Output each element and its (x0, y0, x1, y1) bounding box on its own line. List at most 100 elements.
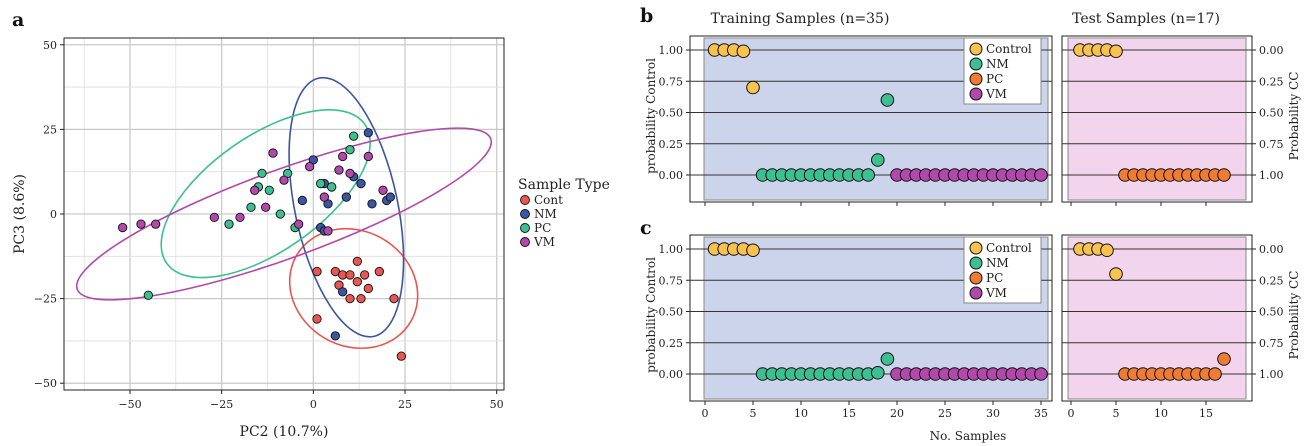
y-tick-label-left: 0.25 (659, 337, 684, 350)
point-vm (323, 226, 333, 236)
legend-swatch-vm (520, 237, 530, 247)
panel-c-xlabel: No. Samples (930, 429, 1007, 443)
x-tick-label: 25 (398, 398, 412, 411)
legend-swatch-pc (969, 72, 983, 86)
point-vm (118, 222, 128, 233)
panel-a-ticks: −50 −25 0 25 50 −50 −25 0 25 50 (34, 39, 504, 411)
legend-label-vm: VM (985, 87, 1007, 101)
point-cont (345, 293, 355, 304)
y-tick-label: −50 (34, 377, 57, 390)
point-nm (363, 128, 373, 138)
point-vm (338, 151, 348, 162)
test-point-pc (1217, 352, 1231, 366)
test-point-control (1100, 243, 1114, 258)
x-tick-label-test: 10 (1154, 407, 1168, 420)
point-pc (316, 178, 326, 189)
panel-a-xlabel: PC2 (10.7%) (240, 424, 329, 440)
point-pc (264, 185, 274, 195)
y-tick-label-left: 0.50 (659, 306, 684, 319)
point-pc (246, 202, 256, 212)
legend-swatch-nm (520, 209, 530, 219)
panel-c-ylabel-right: Probability CC (1287, 271, 1301, 360)
panel-a-grid (64, 38, 504, 390)
ellipse-nm (288, 76, 405, 338)
training-samples-title: Training Samples (n=35) (711, 11, 890, 27)
ellipse-pc (160, 108, 371, 279)
train-point-nm (880, 352, 895, 366)
x-tick-label-train: 10 (794, 407, 808, 420)
panel-a-ellipses (75, 76, 493, 350)
point-nm (297, 195, 307, 206)
y-tick-label-left: 0.00 (659, 169, 684, 182)
point-cont (374, 266, 384, 277)
y-tick-label: −25 (34, 293, 57, 306)
x-tick-label-train: 30 (986, 407, 1000, 420)
panel-b-body: 1.00 0.75 0.50 0.25 0.00 0.00 0.25 0.50 0.75 1.00… (659, 35, 1284, 206)
legend-swatch-cont (520, 195, 530, 205)
x-tick-label-train: 5 (750, 407, 757, 420)
legend-swatch-control (969, 42, 983, 56)
point-pc (275, 209, 285, 219)
legend-label-pc: PC (986, 72, 1003, 86)
y-tick-label-left: 1.00 (659, 44, 684, 57)
legend-label-vm: VM (985, 286, 1007, 300)
panel-a-points (118, 128, 406, 361)
legend-label-control: Control (986, 241, 1032, 255)
point-vm (279, 175, 289, 185)
point-pc (349, 131, 359, 141)
legend-label-control: Control (986, 42, 1032, 56)
y-tick-label: 25 (43, 123, 57, 136)
point-vm (378, 185, 388, 195)
x-tick-label-train: 25 (938, 407, 952, 420)
x-tick-label-train: 35 (1034, 407, 1048, 420)
point-nm (367, 199, 377, 209)
y-tick-label-left: 0.75 (659, 274, 684, 287)
point-vm (294, 219, 304, 229)
x-tick-label-test: 0 (1068, 407, 1075, 420)
legend-label-cont: Cont (534, 193, 563, 207)
x-tick-label: 50 (490, 398, 504, 411)
y-tick-label-left: 0.00 (659, 368, 684, 381)
point-vm (151, 219, 161, 229)
point-vm (363, 151, 373, 162)
point-vm (268, 148, 278, 158)
point-cont (352, 256, 362, 267)
point-vm (250, 185, 260, 195)
train-point-nm (861, 168, 876, 182)
point-pc (345, 145, 355, 155)
point-cont (345, 270, 355, 280)
x-tick-label-train: 20 (890, 407, 904, 420)
y-tick-label-left: 1.00 (659, 243, 684, 256)
point-vm (136, 219, 146, 229)
y-tick-label-right: 0.00 (1259, 44, 1284, 57)
legend-swatch-pc (520, 223, 530, 233)
point-cont (396, 351, 406, 361)
point-nm (341, 192, 351, 202)
point-vm (319, 192, 329, 202)
y-tick-label: 50 (43, 39, 57, 52)
point-pc (257, 168, 267, 179)
y-tick-label-right: 0.50 (1259, 306, 1284, 319)
panel-b-ylabel-right: Probability CC (1287, 72, 1301, 161)
point-pc (143, 290, 153, 300)
point-cont (389, 293, 399, 304)
train-point-control (736, 44, 751, 59)
train-point-vm (1034, 367, 1048, 381)
y-tick-label-right: 0.50 (1259, 107, 1284, 120)
y-tick-label-right: 0.75 (1259, 138, 1284, 151)
point-vm (334, 165, 344, 175)
x-tick-label-train: 15 (842, 407, 856, 420)
y-tick-label-left: 0.75 (659, 75, 684, 88)
panel-c-body: 1.00 0.75 0.50 0.25 0.00 0.00 0.25 0.50 0.75 1.00… (659, 234, 1284, 420)
legend-swatch-pc (969, 271, 983, 285)
point-cont (352, 277, 362, 287)
panel-c: c 1.000.750.500.250.000.000.250.500.751.… (640, 217, 1301, 443)
panel-b-letter: b (640, 5, 653, 27)
point-nm (385, 192, 395, 202)
y-tick-label-right: 0.25 (1259, 75, 1284, 88)
legend-title: Sample Type (518, 177, 610, 193)
panel-a-ylabel: PC3 (8.6%) (12, 174, 28, 254)
panel-c-ylabel-left: probability Control (644, 257, 658, 373)
